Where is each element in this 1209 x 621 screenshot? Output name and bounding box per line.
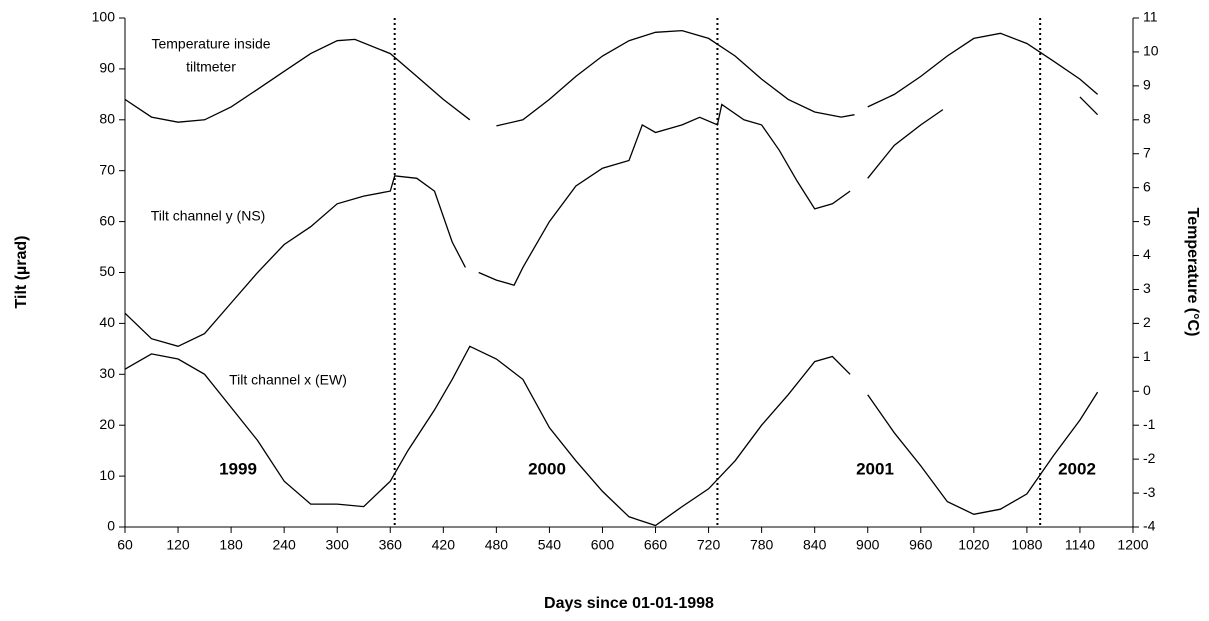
y2-tick-label: 4 (1143, 246, 1151, 262)
year-label: 2000 (528, 459, 566, 478)
y2-tick-label: -1 (1143, 416, 1156, 432)
year-label: 2002 (1058, 459, 1096, 478)
series-line (124, 345, 1099, 527)
x-tick-label: 1140 (1065, 537, 1095, 553)
series-line (124, 96, 1099, 347)
y-tick-label: 30 (99, 365, 115, 381)
y2-tick-label: 8 (1143, 111, 1151, 127)
y-tick-label: 40 (99, 314, 115, 330)
series-line (124, 29, 1099, 127)
x-tick-label: 840 (803, 537, 827, 553)
y2-tick-label: 0 (1143, 382, 1151, 398)
y-tick-label: 90 (99, 60, 115, 76)
y-tick-label: 20 (99, 416, 115, 432)
y2-tick-label: -3 (1143, 484, 1156, 500)
x-tick-label: 1080 (1011, 537, 1042, 553)
x-tick-label: 480 (485, 537, 509, 553)
x-axis-title: Days since 01-01-1998 (544, 595, 714, 612)
y2-tick-label: -4 (1143, 518, 1156, 534)
y-tick-label: 80 (99, 111, 115, 127)
y2-tick-label: 1 (1143, 348, 1151, 364)
x-tick-label: 300 (326, 537, 350, 553)
x-tick-label: 360 (379, 537, 403, 553)
x-tick-label: 180 (219, 537, 243, 553)
y2-tick-label: 11 (1143, 9, 1158, 25)
y-tick-label: 10 (99, 467, 115, 483)
y2-tick-label: 7 (1143, 144, 1151, 160)
x-tick-label: 120 (166, 537, 190, 553)
y2-tick-label: 9 (1143, 77, 1151, 93)
x-tick-label: 1020 (958, 537, 989, 553)
x-tick-label: 720 (697, 537, 721, 553)
y-tick-label: 0 (107, 518, 115, 534)
year-label: 2001 (856, 459, 894, 478)
x-tick-label: 900 (856, 537, 880, 553)
y2-tick-label: 5 (1143, 212, 1151, 228)
x-tick-label: 660 (644, 537, 668, 553)
y-tick-label: 100 (92, 9, 116, 25)
x-tick-label: 600 (591, 537, 615, 553)
annotation: tiltmeter (186, 59, 236, 75)
y2-tick-label: 2 (1143, 314, 1151, 330)
y-tick-label: 50 (99, 263, 115, 279)
y2-tick-label: -2 (1143, 450, 1156, 466)
x-tick-label: 1200 (1117, 537, 1148, 553)
annotation: Tilt channel y (NS) (151, 208, 266, 224)
x-tick-label: 780 (750, 537, 774, 553)
y2-tick-label: 6 (1143, 178, 1151, 194)
y2-tick-label: 3 (1143, 280, 1151, 296)
x-tick-label: 540 (538, 537, 562, 553)
year-label: 1999 (219, 459, 257, 478)
x-tick-label: 420 (432, 537, 456, 553)
y-tick-label: 70 (99, 161, 115, 177)
y-axis-title: Tilt (µrad) (13, 236, 30, 309)
x-tick-label: 960 (909, 537, 933, 553)
y2-tick-label: 10 (1143, 43, 1159, 59)
x-tick-label: 60 (117, 537, 133, 553)
y2-axis-title: Temperature (°C) (1184, 208, 1201, 337)
x-tick-label: 240 (272, 537, 296, 553)
y-tick-label: 60 (99, 212, 115, 228)
annotation: Tilt channel x (EW) (229, 372, 347, 388)
annotation: Temperature inside (151, 36, 270, 52)
